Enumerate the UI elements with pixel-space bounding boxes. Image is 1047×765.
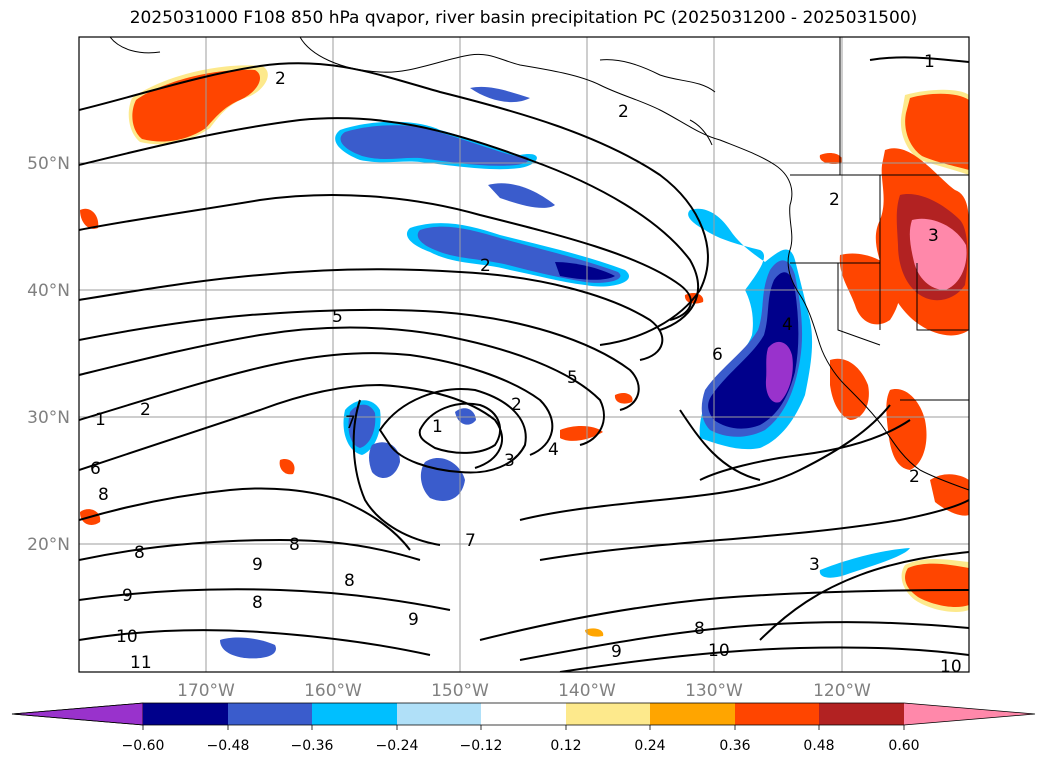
graticule xyxy=(79,37,969,672)
lon-tick-labels: 170°W 160°W 150°W 140°W 130°W 120°W xyxy=(177,681,871,701)
lat-tick-labels: 50°N 40°N 30°N 20°N xyxy=(27,154,70,555)
contour-label: 2 xyxy=(618,102,629,122)
colorbar-tick-label: 0.36 xyxy=(719,738,750,754)
contour-label: 8 xyxy=(252,593,263,613)
colorbar-bin xyxy=(397,703,481,725)
contour-label: 10 xyxy=(940,657,962,677)
colorbar-bin xyxy=(228,703,312,725)
shading-layer xyxy=(80,65,969,659)
lon-tick-label: 150°W xyxy=(431,681,489,701)
contour-label: 6 xyxy=(90,459,101,479)
colorbar-tick-label: 0.60 xyxy=(888,738,919,754)
contour-label: 5 xyxy=(332,307,343,327)
contour-label: 3 xyxy=(809,555,820,575)
colorbar-extend-min xyxy=(11,702,144,726)
contour-label: 6 xyxy=(712,345,723,365)
contour-label: 11 xyxy=(130,653,152,673)
contour-label: 1 xyxy=(95,410,106,430)
contour-label: 4 xyxy=(782,315,793,335)
contour-label: 9 xyxy=(122,586,133,606)
colorbar-bin xyxy=(735,703,819,725)
colorbar-bin xyxy=(312,703,397,725)
lat-tick-label: 30°N xyxy=(27,408,70,428)
qvapor-contours xyxy=(79,56,969,672)
contour-label: 9 xyxy=(408,610,419,630)
contour-label: 8 xyxy=(694,619,705,639)
contour-label: 8 xyxy=(344,571,355,591)
contour-label: 10 xyxy=(708,641,730,661)
colorbar-tick-label: −0.60 xyxy=(122,738,165,754)
contour-label: 2 xyxy=(480,256,491,276)
contour-label: 7 xyxy=(345,413,356,433)
lon-tick-label: 170°W xyxy=(177,681,235,701)
lon-tick-label: 140°W xyxy=(558,681,616,701)
map-title: 2025031000 F108 850 hPa qvapor, river ba… xyxy=(129,8,918,28)
contour-label: 3 xyxy=(928,226,939,246)
colorbar-tick-label: 0.12 xyxy=(550,738,581,754)
lat-tick-label: 20°N xyxy=(27,535,70,555)
contour-label: 5 xyxy=(567,368,578,388)
colorbar-tick-label: −0.24 xyxy=(376,738,419,754)
contour-label: 3 xyxy=(504,451,515,471)
colorbar-bin xyxy=(481,703,566,725)
colorbar-tick-label: 0.24 xyxy=(634,738,665,754)
map-frame xyxy=(78,36,970,673)
colorbar-bin xyxy=(819,703,904,725)
contour-label: 1 xyxy=(432,417,443,437)
colorbar-extend-max xyxy=(904,703,1035,725)
contour-label: 8 xyxy=(289,535,300,555)
lon-tick-label: 160°W xyxy=(304,681,362,701)
lon-tick-label: 120°W xyxy=(813,681,871,701)
lon-tick-label: 130°W xyxy=(685,681,743,701)
lat-tick-label: 40°N xyxy=(27,281,70,301)
contour-label: 8 xyxy=(134,543,145,563)
contour-label: 1 xyxy=(924,52,935,72)
colorbar: −0.60 −0.48 −0.36 −0.24 −0.12 0.12 0.24 … xyxy=(11,702,1036,754)
contour-label: 8 xyxy=(98,485,109,505)
contour-label: 9 xyxy=(252,555,263,575)
contour-label: 9 xyxy=(611,642,622,662)
contour-labels: 1 2 2 2 5 5 2 1 3 4 1 2 6 7 8 8 9 9 8 8 … xyxy=(90,52,962,677)
colorbar-bin xyxy=(143,703,228,725)
contour-label: 2 xyxy=(275,69,286,89)
contour-label: 4 xyxy=(548,440,559,460)
contour-label: 7 xyxy=(465,531,476,551)
coastlines xyxy=(109,37,969,491)
colorbar-tick-label: −0.12 xyxy=(460,738,503,754)
contour-label: 2 xyxy=(511,395,522,415)
colorbar-tick-label: 0.48 xyxy=(803,738,834,754)
colorbar-tick-label: −0.36 xyxy=(291,738,334,754)
contour-label: 2 xyxy=(909,467,920,487)
contour-label: 2 xyxy=(140,400,151,420)
contour-label: 10 xyxy=(116,627,138,647)
lat-tick-label: 50°N xyxy=(27,154,70,174)
map-area: 1 2 2 2 5 5 2 1 3 4 1 2 6 7 8 8 9 9 8 8 … xyxy=(79,37,969,677)
contour-label: 2 xyxy=(829,190,840,210)
colorbar-bin xyxy=(650,703,735,725)
colorbar-tick-label: −0.48 xyxy=(207,738,250,754)
colorbar-bin xyxy=(566,703,650,725)
